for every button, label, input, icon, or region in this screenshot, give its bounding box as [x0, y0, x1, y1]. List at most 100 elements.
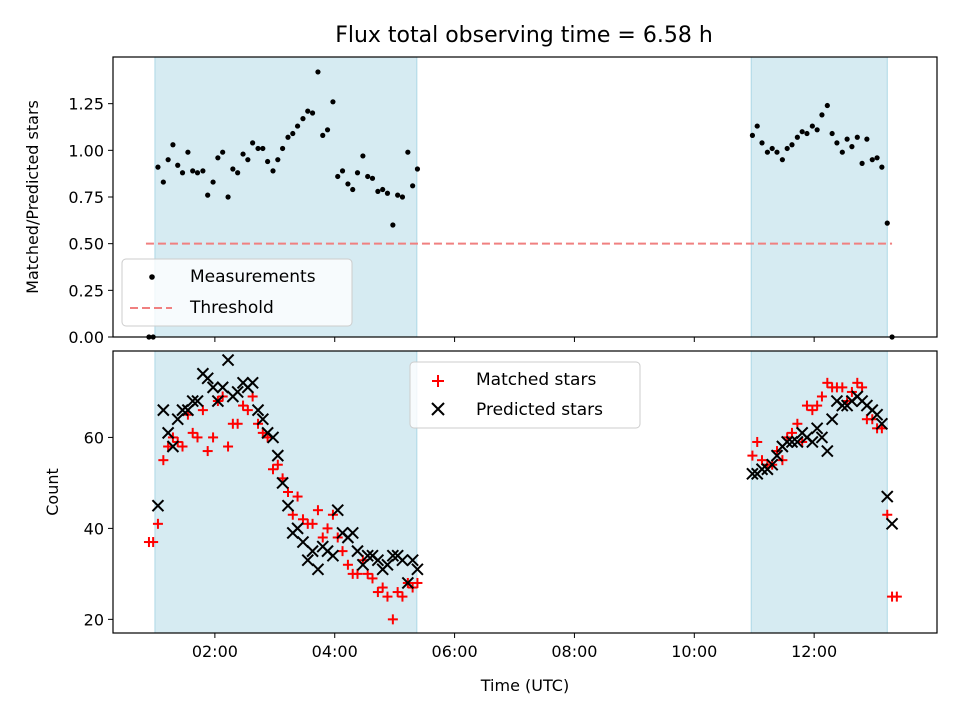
predicted-star-point [266, 431, 280, 444]
x-axis-label: Time (UTC) [480, 676, 569, 695]
matched-star-point [242, 405, 253, 416]
x-tick-label: 06:00 [432, 642, 478, 661]
matched-star-point [257, 427, 268, 438]
measurement-point [849, 144, 855, 150]
measurement-point [789, 142, 795, 148]
x-tick-label: 10:00 [671, 642, 717, 661]
matched-star-point [352, 568, 363, 579]
measurement-point [215, 155, 221, 161]
predicted-star-point [356, 558, 370, 571]
measurement-point [410, 183, 416, 189]
measurement-point [814, 127, 820, 133]
predicted-star-point [161, 426, 175, 440]
measurement-point [285, 134, 291, 140]
predicted-star-point [386, 549, 400, 562]
matched-star-point [197, 405, 208, 416]
measurement-point [365, 173, 371, 180]
matched-star-point [187, 427, 198, 438]
bottom-plot-panel: 20 40 60 02:00 04:00 06:00 08:00 10:00 12:00 Co… [43, 350, 938, 695]
bottom-y-ticks: 20 40 60 [84, 428, 113, 629]
bottom-legend-box [409, 361, 641, 429]
matched-star-point [382, 591, 393, 602]
predicted-star-point [885, 517, 899, 531]
bottom-y-axis-label: Count [43, 468, 62, 516]
measurement-point [345, 181, 351, 187]
predicted-star-point [231, 385, 244, 399]
measurement-point [884, 220, 890, 226]
measurement-point [279, 145, 286, 152]
matched-star-point [801, 400, 812, 411]
measurement-point [414, 166, 421, 172]
predicted-star-point [211, 394, 225, 408]
predicted-star-point [206, 381, 220, 394]
matched-star-point [392, 587, 403, 598]
measurement-point [339, 168, 346, 174]
measurement-point [260, 145, 266, 152]
measurement-point [809, 123, 815, 129]
predicted-star-point [276, 476, 289, 490]
y-tick-label: 1.25 [68, 95, 104, 114]
predicted-star-point [271, 449, 285, 462]
matched-star-point [397, 591, 408, 602]
y-tick-label: 60 [84, 428, 104, 447]
y-tick-label: 0.25 [68, 281, 104, 300]
bottom-plot-frame [112, 350, 938, 634]
matched-star-point [812, 400, 823, 411]
matched-star-point [412, 577, 423, 588]
measurement-point [315, 69, 321, 75]
predicted-star-point [806, 435, 819, 449]
legend-predicted-label: Predicted stars [476, 400, 603, 420]
measurement-point [230, 166, 236, 172]
measurement-point [824, 102, 830, 109]
predicted-star-point [746, 467, 759, 481]
predicted-star-point [765, 458, 779, 471]
predicted-star-point [396, 554, 409, 567]
predicted-star-point [406, 554, 419, 567]
predicted-star-point [780, 435, 794, 449]
measurement-point [360, 153, 366, 159]
predicted-star-point [875, 417, 889, 430]
measurement-point [335, 173, 341, 180]
matched-star-point [747, 450, 758, 461]
predicted-star-point [166, 440, 180, 453]
y-tick-label: 1.00 [68, 141, 104, 160]
measurement-point [879, 164, 885, 170]
predicted-star-point [411, 563, 424, 576]
matched-star-point [342, 559, 353, 570]
x-tick-label: 04:00 [312, 642, 358, 661]
matched-star-point [148, 537, 159, 548]
measurement-point [255, 145, 261, 152]
matched-star-point [177, 441, 188, 452]
predicted-star-point [381, 558, 394, 571]
legend-measurements-label: Measurements [190, 267, 316, 287]
matched-star-point [337, 546, 348, 557]
matched-star-point [232, 418, 243, 429]
predicted-star-point [825, 413, 839, 426]
matched-star-point [292, 491, 303, 502]
y-tick-label: 0.50 [68, 235, 104, 254]
top-x-ticks [214, 337, 815, 342]
matched-star-point [192, 432, 203, 443]
predicted-star-point [171, 413, 184, 426]
predicted-star-point [755, 463, 769, 476]
predicted-star-point [371, 554, 385, 567]
chart-title: Flux total observing time = 6.58 h [335, 23, 713, 48]
top-y-axis-label: Matched/Predicted stars [23, 100, 42, 294]
measurement-point [275, 157, 281, 163]
measurement-point [819, 112, 825, 118]
measurement-points [146, 69, 895, 340]
predicted-star-point [351, 544, 364, 558]
measurement-point [399, 194, 406, 200]
measurement-point [194, 170, 201, 176]
predicted-star-point [401, 576, 415, 590]
matched-star-point [377, 582, 388, 593]
measurement-point [779, 157, 785, 163]
measurement-point [350, 186, 356, 193]
matched-star-point [891, 591, 902, 602]
predicted-star-point [191, 394, 204, 408]
measurement-point [160, 179, 166, 185]
measurement-point [300, 116, 306, 122]
top-y-ticks: 0.00 0.25 0.50 0.75 1.00 1.25 [68, 95, 113, 347]
predicted-star-point [870, 408, 884, 421]
